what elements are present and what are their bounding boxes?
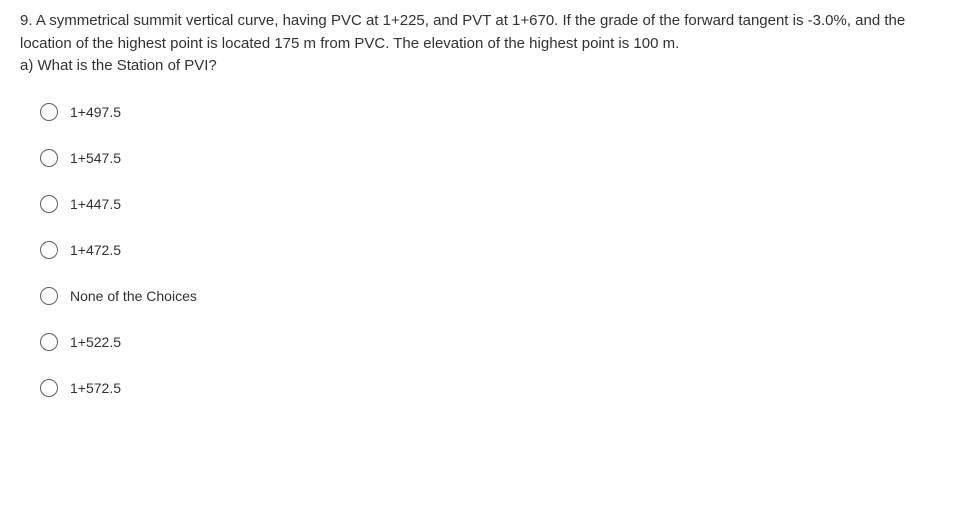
question-number: 9. bbox=[20, 12, 33, 29]
option-row[interactable]: 1+472.5 bbox=[40, 241, 960, 259]
radio-icon[interactable] bbox=[40, 241, 58, 259]
option-label: 1+472.5 bbox=[70, 242, 121, 258]
option-row[interactable]: 1+547.5 bbox=[40, 149, 960, 167]
option-row[interactable]: 1+522.5 bbox=[40, 333, 960, 351]
radio-icon[interactable] bbox=[40, 333, 58, 351]
option-label: None of the Choices bbox=[70, 288, 197, 304]
question-subpart: a) What is the Station of PVI? bbox=[20, 57, 217, 74]
option-label: 1+447.5 bbox=[70, 196, 121, 212]
radio-icon[interactable] bbox=[40, 103, 58, 121]
radio-icon[interactable] bbox=[40, 379, 58, 397]
options-list: 1+497.5 1+547.5 1+447.5 1+472.5 None of … bbox=[20, 103, 960, 397]
option-label: 1+522.5 bbox=[70, 334, 121, 350]
option-row[interactable]: 1+497.5 bbox=[40, 103, 960, 121]
radio-icon[interactable] bbox=[40, 195, 58, 213]
radio-icon[interactable] bbox=[40, 287, 58, 305]
option-label: 1+497.5 bbox=[70, 104, 121, 120]
option-row[interactable]: 1+572.5 bbox=[40, 379, 960, 397]
option-label: 1+572.5 bbox=[70, 380, 121, 396]
option-row[interactable]: None of the Choices bbox=[40, 287, 960, 305]
option-label: 1+547.5 bbox=[70, 150, 121, 166]
option-row[interactable]: 1+447.5 bbox=[40, 195, 960, 213]
question-block: 9. A symmetrical summit vertical curve, … bbox=[20, 10, 960, 78]
question-body: A symmetrical summit vertical curve, hav… bbox=[20, 12, 905, 52]
radio-icon[interactable] bbox=[40, 149, 58, 167]
